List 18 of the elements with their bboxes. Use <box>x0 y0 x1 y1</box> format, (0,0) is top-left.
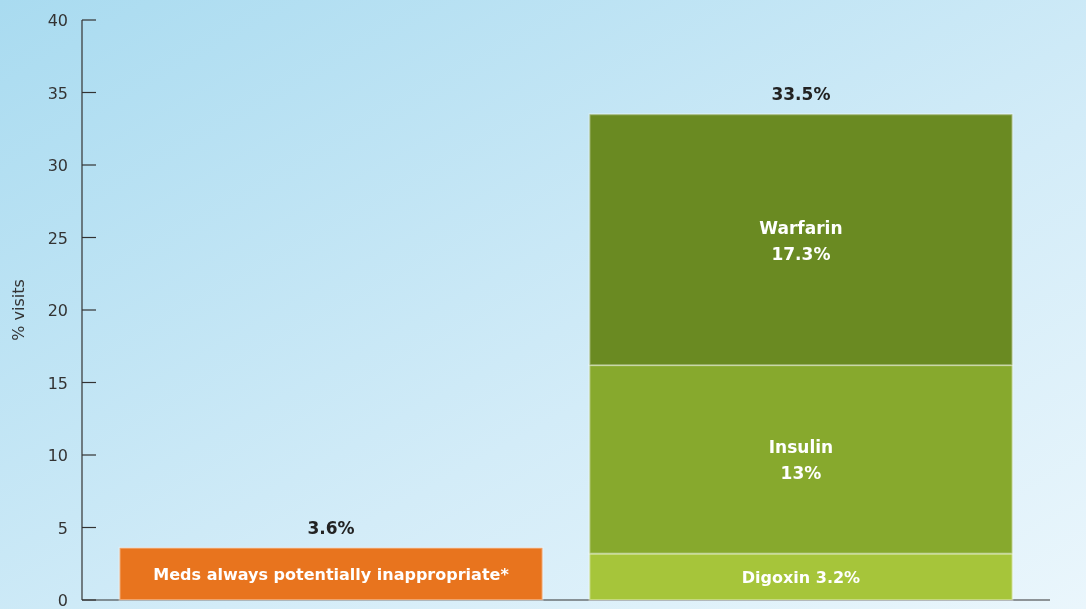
y-tick-label: 20 <box>47 301 68 320</box>
y-tick-label: 30 <box>47 156 68 175</box>
data-label: 17.3% <box>771 243 831 264</box>
y-tick-label: 35 <box>47 83 68 103</box>
text: Digoxin 3.2% <box>741 567 861 587</box>
series-label: Meds always potentially inappropriate* <box>153 564 510 584</box>
total-label: 33.5% <box>771 84 831 105</box>
data-label: 13% <box>780 463 822 484</box>
y-axis-title: % visits <box>9 279 28 341</box>
series-label: Warfarin <box>759 217 843 238</box>
y-tick-label: 10 <box>47 446 68 465</box>
total-label: 3.6% <box>307 517 355 538</box>
y-tick-label: 5 <box>57 518 68 538</box>
y-tick-label: 0 <box>57 591 68 609</box>
series-label: Insulin <box>768 437 834 458</box>
y-tick-label: 25 <box>47 228 68 248</box>
y-tick-label: 40 <box>47 11 68 30</box>
y-tick-label: 15 <box>47 373 68 393</box>
